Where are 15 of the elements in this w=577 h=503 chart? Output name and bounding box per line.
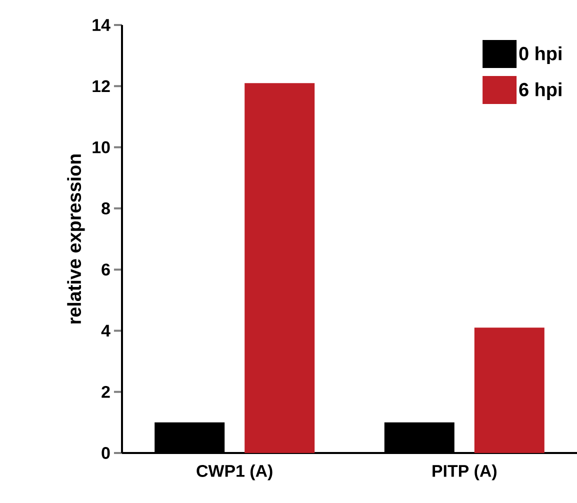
y-tick-label: 8 bbox=[102, 202, 110, 214]
y-tick-label: 0 bbox=[102, 447, 110, 459]
y-tick-label: 10 bbox=[92, 141, 110, 154]
y-tick-label: 6 bbox=[102, 264, 110, 276]
y-tick-label: 14 bbox=[92, 19, 110, 31]
bar bbox=[474, 328, 544, 453]
bar bbox=[244, 83, 315, 453]
x-tick-label: CWP1 (A) bbox=[196, 464, 272, 480]
y-tick-label: 12 bbox=[92, 80, 110, 92]
y-tick-label: 2 bbox=[102, 386, 110, 398]
y-tick-label: 4 bbox=[101, 324, 110, 337]
x-tick-label: PITP (A) bbox=[432, 464, 496, 480]
legend-label: 0 hpi bbox=[519, 46, 562, 64]
y-axis-title: relative expression bbox=[67, 154, 85, 324]
legend-label: 6 hpi bbox=[519, 82, 562, 100]
